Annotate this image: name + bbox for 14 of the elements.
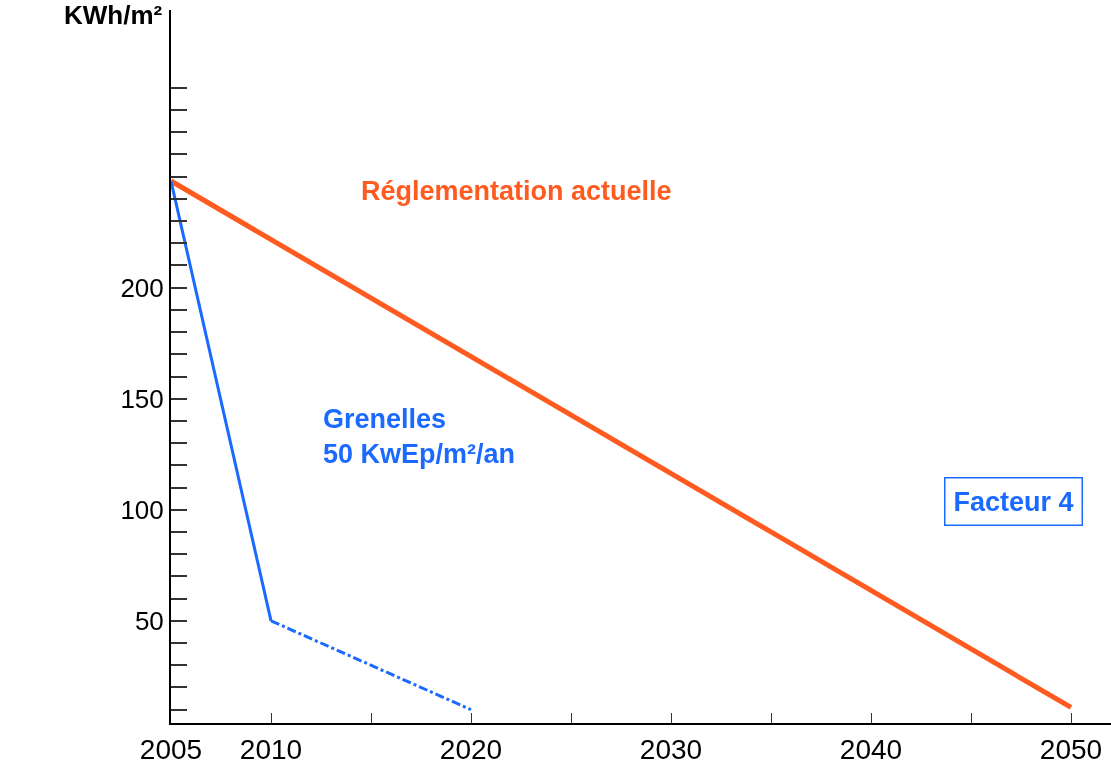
annotation: Facteur 4 xyxy=(953,486,1074,517)
y-axis-title: KWh/m² xyxy=(64,0,163,30)
y-tick-label: 150 xyxy=(120,383,164,414)
x-tick-label: 2030 xyxy=(639,733,703,765)
x-tick-label: 2040 xyxy=(839,733,903,765)
text: Grenelles 50 KwEp/m²/an xyxy=(323,404,516,470)
x-tick-label: 2010 xyxy=(239,733,303,765)
y-tick-label: 100 xyxy=(120,494,164,525)
y-tick-label: 50 xyxy=(134,605,164,636)
x-tick-label: 2020 xyxy=(439,733,503,765)
y-tick-label: 200 xyxy=(120,272,164,303)
text: Réglementation actuelle xyxy=(361,176,672,206)
x-tick-label: 2050 xyxy=(1039,733,1103,765)
x-tick-label: 2005 xyxy=(139,733,203,765)
